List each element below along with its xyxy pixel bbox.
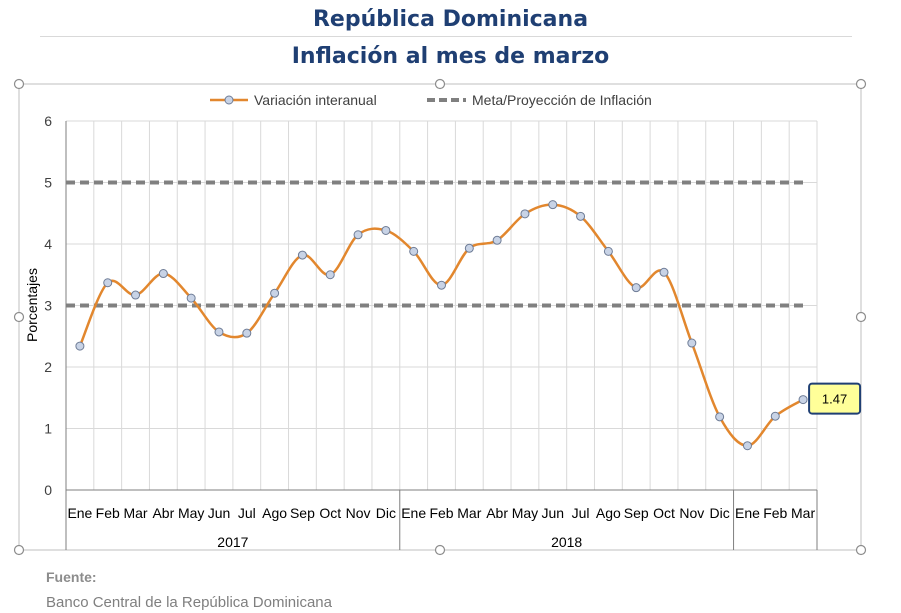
x-tick-label: Mar xyxy=(457,505,481,521)
x-tick-label: Jun xyxy=(541,505,564,521)
x-tick-label: May xyxy=(178,505,204,521)
x-tick-label: Abr xyxy=(486,505,508,521)
x-tick-label: Nov xyxy=(679,505,704,521)
data-point xyxy=(409,246,419,256)
data-point xyxy=(158,269,168,279)
data-point xyxy=(353,230,363,240)
y-tick-label: 4 xyxy=(44,236,52,252)
legend-marker-variacion xyxy=(224,95,234,105)
selection-handle xyxy=(13,544,25,556)
data-point xyxy=(520,209,530,219)
x-tick-label: Oct xyxy=(319,505,341,521)
data-point xyxy=(798,395,808,405)
chart-area-frame xyxy=(18,83,862,551)
selection-handle xyxy=(13,311,25,323)
selection-handle xyxy=(855,78,867,90)
x-tick-label: May xyxy=(512,505,538,521)
x-tick-label: Feb xyxy=(763,505,787,521)
x-tick-label: Mar xyxy=(123,505,147,521)
x-tick-label: Feb xyxy=(96,505,120,521)
y-tick-label: 6 xyxy=(44,113,52,129)
x-tick-label: Ene xyxy=(401,505,426,521)
series-line-variacion xyxy=(78,203,804,447)
x-tick-label: Ago xyxy=(262,505,287,521)
data-point xyxy=(103,278,113,288)
data-point xyxy=(186,293,196,303)
legend-label-variacion: Variación interanual xyxy=(254,92,377,108)
y-axis-title: Porcentajes xyxy=(24,268,40,342)
y-tick-label: 5 xyxy=(44,175,52,191)
data-point xyxy=(214,327,224,337)
x-tick-label: Ene xyxy=(67,505,92,521)
source-text: Banco Central de la República Dominicana xyxy=(46,594,332,611)
y-tick-label: 0 xyxy=(44,482,52,498)
source-label: Fuente: xyxy=(46,569,97,585)
x-tick-label: Feb xyxy=(429,505,453,521)
group-label: 2018 xyxy=(551,534,582,550)
data-point xyxy=(75,341,85,351)
data-point xyxy=(464,243,474,253)
data-point xyxy=(742,441,752,451)
data-point xyxy=(242,328,252,338)
data-point xyxy=(381,225,391,235)
data-point xyxy=(548,200,558,210)
x-tick-label: Oct xyxy=(653,505,675,521)
data-point xyxy=(437,280,446,290)
group-label: 2017 xyxy=(217,534,248,550)
data-point xyxy=(297,250,307,260)
data-point xyxy=(770,411,780,421)
x-tick-label: Ene xyxy=(735,505,760,521)
data-point xyxy=(270,288,280,298)
data-point xyxy=(576,211,586,221)
y-tick-label: 1 xyxy=(44,421,52,437)
x-tick-label: Nov xyxy=(346,505,371,521)
x-tick-label: Abr xyxy=(152,505,174,521)
x-tick-label: Dic xyxy=(376,505,396,521)
x-tick-label: Jun xyxy=(208,505,231,521)
data-point xyxy=(687,338,697,348)
chart-title: República Dominicana xyxy=(312,7,589,32)
x-tick-label: Mar xyxy=(791,505,815,521)
data-point xyxy=(131,290,141,300)
selection-handle xyxy=(855,311,867,323)
x-tick-label: Dic xyxy=(710,505,730,521)
data-point xyxy=(631,283,641,293)
y-tick-label: 3 xyxy=(44,298,52,314)
y-tick-label: 2 xyxy=(44,359,52,375)
x-tick-label: Jul xyxy=(238,505,256,521)
data-point xyxy=(603,246,613,256)
x-tick-label: Sep xyxy=(624,505,649,521)
value-callout-box xyxy=(808,382,862,415)
selection-handle xyxy=(434,78,446,90)
selection-handle xyxy=(855,544,867,556)
title-divider xyxy=(40,36,852,37)
selection-handle xyxy=(13,78,25,90)
legend-label-meta: Meta/Proyección de Inflación xyxy=(472,92,652,108)
data-point xyxy=(492,235,502,245)
data-point xyxy=(325,270,335,280)
selection-handle xyxy=(434,544,446,556)
x-tick-label: Ago xyxy=(596,505,621,521)
value-callout-label: 1.47 xyxy=(822,392,847,407)
x-tick-label: Sep xyxy=(290,505,315,521)
x-tick-label: Jul xyxy=(572,505,590,521)
data-point xyxy=(659,267,669,277)
chart-subtitle: Inflación al mes de marzo xyxy=(291,44,610,69)
data-point xyxy=(715,412,725,422)
